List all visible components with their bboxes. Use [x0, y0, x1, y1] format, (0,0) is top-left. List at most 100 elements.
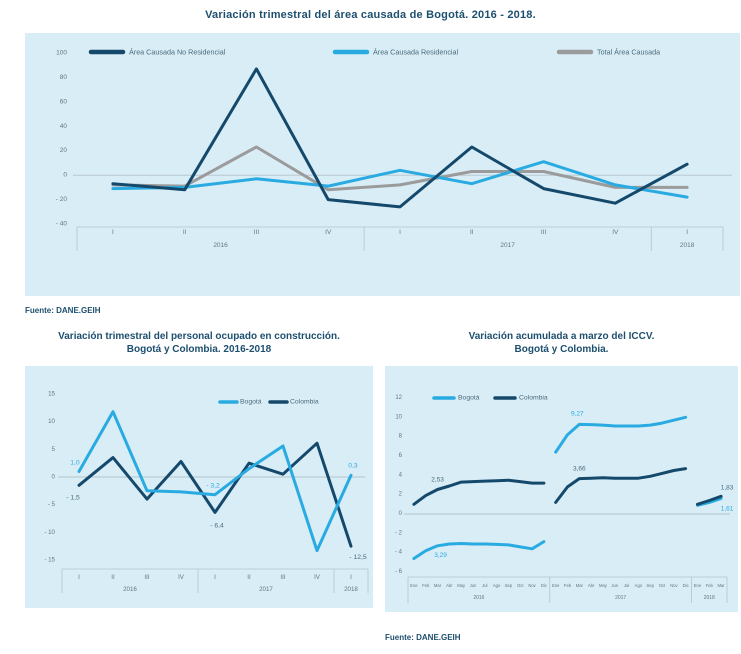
point-value-label: - 1,5 [66, 494, 80, 501]
point-value-label: 9,27 [571, 410, 584, 417]
y-tick-label: 8 [399, 434, 403, 440]
y-tick-label: 5 [52, 446, 56, 453]
x-tick-label: Feb [564, 583, 572, 588]
series-line--rea-causada-residencial [111, 160, 689, 199]
x-tick-label: Sep [505, 583, 513, 588]
series-line-bogot- [412, 540, 546, 560]
x-tick-label: IV [612, 229, 619, 236]
y-tick-label: - 5 [48, 501, 56, 508]
x-tick-label: May [457, 583, 466, 588]
y-tick-label: 15 [48, 391, 55, 398]
point-value-label: - 12,5 [349, 554, 367, 561]
chart3-title-line1: Variación acumulada a marzo del ICCV. [468, 331, 655, 342]
point-value-label: 3,66 [573, 466, 586, 473]
legend-label: Bogotá [240, 399, 262, 406]
y-tick-label: 10 [48, 418, 55, 425]
x-tick-label: III [254, 229, 260, 236]
x-tick-label: Oct [517, 583, 524, 588]
x-tick-label: I [112, 229, 114, 236]
year-label: 2018 [680, 242, 695, 249]
point-value-label: 3,29 [434, 552, 447, 559]
source-note-bottom: Fuente: DANE.GEIH [385, 633, 461, 642]
x-tick-label: Feb [422, 583, 430, 588]
x-tick-label: Jun [470, 583, 477, 588]
area-causada-panel: 100 80 60 40 20 0- 20- 40 I II III IV I II III IV I 201… [25, 33, 740, 296]
x-tick-label: Oct [659, 583, 666, 588]
chart3-title-line2: Bogotá y Colombia. [514, 344, 609, 355]
x-tick-label: Nov [528, 583, 536, 588]
series-line--rea-causada-no-residencial [111, 67, 689, 209]
iccv-panel: 12 10 8 6 4 2 0- 2- 4- 6 Ene Feb Mar Abr May Jun Jul A… [385, 366, 738, 612]
x-tick-label: Mar [434, 583, 442, 588]
x-tick-label: I [350, 574, 352, 581]
x-tick-label: Jul [482, 583, 487, 588]
x-tick-label: IV [314, 574, 321, 581]
year-label: 2016 [123, 586, 137, 593]
x-tick-label: Ene [552, 583, 560, 588]
x-tick-label: III [541, 229, 547, 236]
legend-label: Área Causada No Residencial [129, 48, 226, 57]
series-line-bogot- [77, 410, 353, 553]
y-tick-label: - 2 [395, 530, 403, 536]
y-tick-label: - 20 [56, 196, 68, 203]
x-tick-label: III [144, 574, 149, 581]
x-tick-label: I [686, 229, 688, 236]
legend-label: Colombia [290, 399, 319, 406]
year-label: 2016 [213, 242, 228, 249]
chart2-title: Variación trimestral del personal ocupad… [25, 330, 373, 356]
point-value-label: 1,83 [721, 484, 734, 491]
y-tick-label: 60 [60, 98, 68, 105]
x-tick-label: I [214, 574, 216, 581]
point-value-label: 1,61 [721, 505, 734, 512]
year-label: 2017 [500, 242, 515, 249]
x-tick-label: Dic [683, 583, 689, 588]
chart3-title: Variación acumulada a marzo del ICCV. Bo… [385, 330, 738, 356]
point-value-label: 2,53 [431, 477, 444, 484]
y-tick-label: 10 [395, 414, 402, 420]
personal-ocupado-panel: 15 10 5 0- 5- 10- 15 I II III IV I II III IV I 2016 20… [25, 366, 373, 608]
year-label: 2018 [704, 595, 715, 601]
x-tick-label: Ene [410, 583, 418, 588]
point-value-label: 1,0 [70, 459, 80, 466]
y-tick-label: 12 [395, 395, 402, 401]
x-tick-label: Sep [646, 583, 654, 588]
x-tick-label: I [399, 229, 401, 236]
y-tick-label: - 40 [56, 221, 68, 228]
series-line-colombia [554, 467, 688, 504]
x-tick-label: Mar [717, 583, 725, 588]
series-line-colombia [696, 494, 723, 506]
y-tick-label: 0 [63, 172, 67, 179]
x-tick-label: Feb [706, 583, 714, 588]
x-tick-label: Dic [541, 583, 547, 588]
year-label: 2017 [259, 586, 273, 593]
point-value-label: 0,3 [348, 462, 358, 469]
x-tick-label: Ago [635, 583, 643, 588]
y-tick-label: - 4 [395, 550, 403, 556]
year-label: 2016 [473, 595, 484, 601]
y-tick-label: 40 [60, 123, 68, 130]
x-tick-label: IV [178, 574, 185, 581]
x-tick-label: Ago [493, 583, 501, 588]
y-tick-label: 80 [60, 74, 68, 81]
y-tick-label: - 6 [395, 569, 403, 575]
x-tick-label: May [599, 583, 608, 588]
y-tick-label: 100 [56, 50, 67, 57]
x-tick-label: Mar [576, 583, 584, 588]
series-line-colombia [77, 441, 353, 548]
x-tick-label: Abr [446, 583, 453, 588]
x-tick-label: Ene [694, 583, 702, 588]
series-line-bogot- [554, 415, 688, 454]
legend-label: Bogotá [458, 395, 480, 402]
legend-label: Colombia [519, 395, 548, 402]
y-tick-label: 20 [60, 147, 68, 154]
y-tick-label: 2 [399, 492, 403, 498]
y-tick-label: 0 [52, 474, 56, 481]
chart1-title: Variación trimestral del área causada de… [205, 9, 536, 21]
x-tick-label: III [280, 574, 285, 581]
year-label: 2017 [615, 595, 626, 601]
x-tick-label: II [470, 229, 474, 236]
